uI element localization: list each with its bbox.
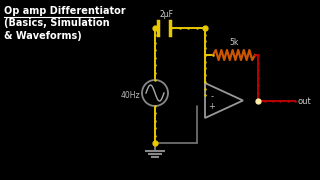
Text: 5k: 5k xyxy=(229,38,239,47)
Text: Op amp Differentiator: Op amp Differentiator xyxy=(4,6,126,16)
Text: (Basics, Simulation
& Waveforms): (Basics, Simulation & Waveforms) xyxy=(4,18,110,41)
Text: out: out xyxy=(298,97,312,106)
Text: -: - xyxy=(211,92,213,101)
Text: 40Hz: 40Hz xyxy=(120,91,140,100)
Text: 2μF: 2μF xyxy=(160,10,174,19)
Text: +: + xyxy=(209,102,215,111)
